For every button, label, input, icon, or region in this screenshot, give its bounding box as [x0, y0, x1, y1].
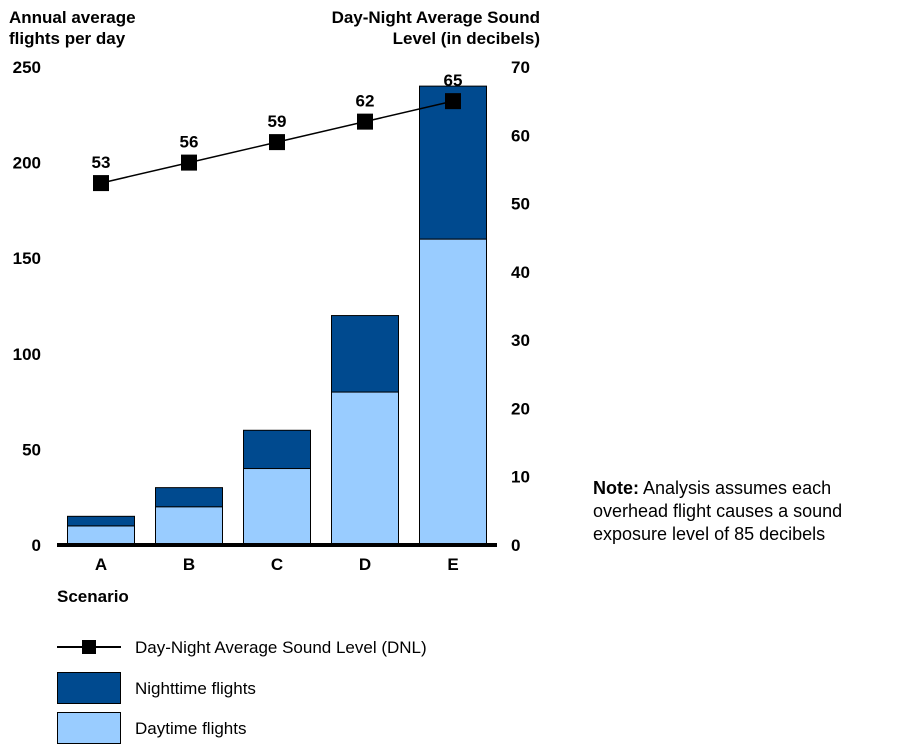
note: Note: Analysis assumes each overhead fli…: [593, 477, 893, 546]
bar-daytime-flights-d: [331, 391, 399, 546]
y-right-tick-label: 10: [511, 468, 530, 487]
y-left-tick-label: 250: [13, 58, 41, 77]
y-right-tick-label: 60: [511, 126, 530, 145]
y-axis-left-title: Annual average flights per day: [9, 7, 209, 49]
dnl-data-label: 65: [444, 71, 463, 90]
bar-nighttime-flights-e: [419, 85, 487, 240]
x-tick-label: A: [95, 555, 107, 574]
legend-swatch-daytime: [57, 712, 121, 744]
y-axis-left-title-line1: Annual average: [9, 8, 136, 27]
note-text: Analysis assumes each overhead flight ca…: [593, 478, 843, 544]
bar-nighttime-flights-b: [155, 487, 223, 508]
y-left-tick-label: 0: [32, 536, 41, 555]
bar-nighttime-flights-d: [331, 315, 399, 393]
y-axis-left-title-line2: flights per day: [9, 29, 126, 48]
legend-line-marker: [57, 640, 121, 654]
y-right-tick-label: 30: [511, 331, 530, 350]
dnl-marker-e: [445, 93, 461, 110]
dnl-marker-b: [181, 154, 197, 171]
dnl-data-label: 53: [92, 153, 111, 172]
dnl-marker-c: [269, 134, 285, 151]
y-right-tick-label: 40: [511, 263, 530, 282]
x-tick-label: C: [271, 555, 283, 574]
bar-daytime-flights-a: [67, 525, 135, 546]
dnl-marker-a: [93, 175, 109, 192]
x-axis-title: Scenario: [57, 587, 129, 606]
dnl-data-label: 62: [356, 92, 375, 111]
y-right-tick-label: 20: [511, 399, 530, 418]
dnl-data-label: 56: [180, 133, 199, 152]
dnl-marker-d: [357, 113, 373, 130]
y-left-tick-label: 150: [13, 249, 41, 268]
y-right-tick-label: 70: [511, 58, 530, 77]
y-right-tick-label: 0: [511, 536, 520, 555]
note-label: Note:: [593, 478, 639, 498]
y-left-tick-label: 200: [13, 154, 41, 173]
bar-nighttime-flights-a: [67, 515, 135, 527]
bar-daytime-flights-c: [243, 468, 311, 546]
bar-daytime-flights-e: [419, 238, 487, 546]
legend-label-nighttime: Nighttime flights: [135, 679, 256, 698]
x-tick-label: D: [359, 555, 371, 574]
x-tick-label: B: [183, 555, 195, 574]
bar-daytime-flights-b: [155, 506, 223, 546]
y-left-tick-label: 50: [22, 440, 41, 459]
y-axis-right-title: Day-Night Average Sound Level (in decibe…: [260, 7, 540, 49]
legend-swatch-nighttime: [57, 672, 121, 704]
x-tick-label: E: [447, 555, 458, 574]
y-axis-right-title-line2: Level (in decibels): [392, 29, 540, 48]
dnl-data-label: 59: [268, 112, 287, 131]
legend-label-dnl: Day-Night Average Sound Level (DNL): [135, 638, 427, 657]
legend-label-daytime: Daytime flights: [135, 719, 247, 738]
bar-nighttime-flights-c: [243, 429, 311, 470]
y-axis-right-title-line1: Day-Night Average Sound: [331, 8, 540, 27]
y-left-tick-label: 100: [13, 345, 41, 364]
y-right-tick-label: 50: [511, 195, 530, 214]
